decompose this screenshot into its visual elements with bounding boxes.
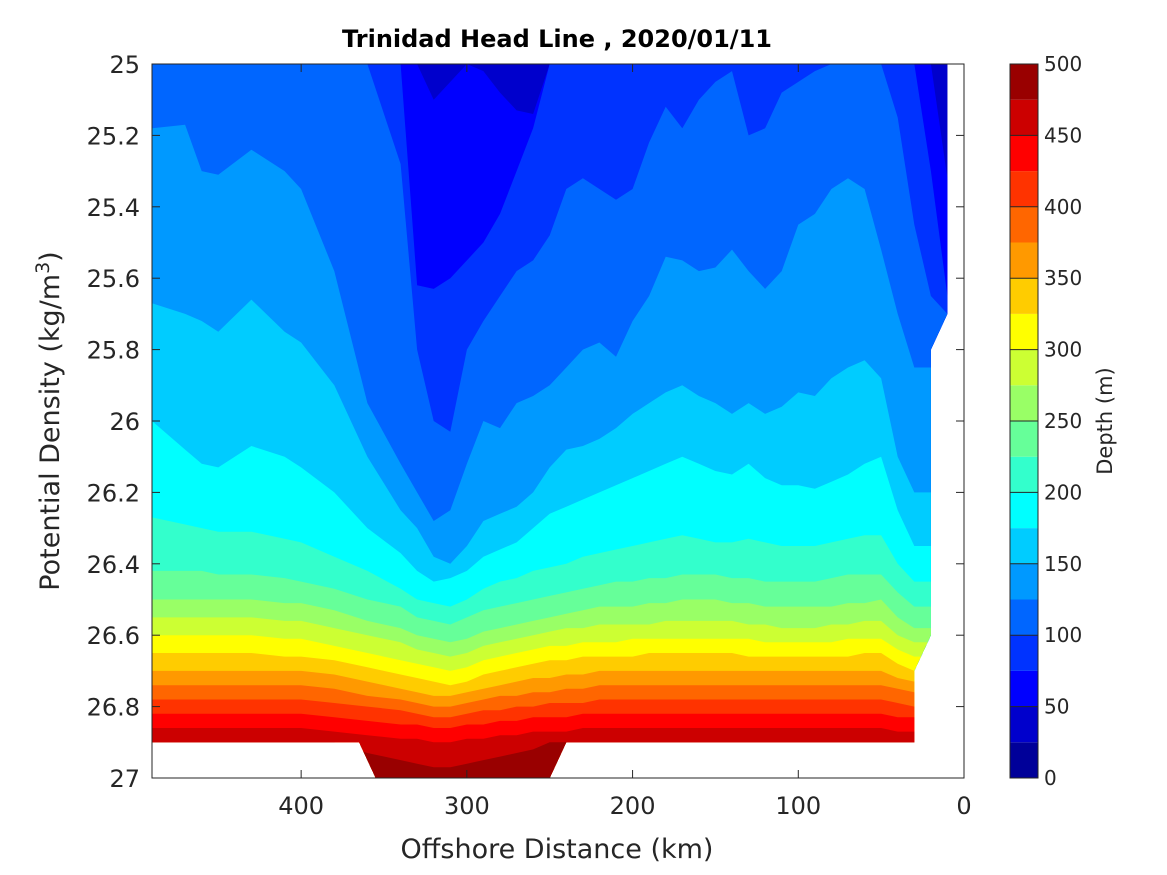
contour-fill <box>152 64 948 778</box>
colorbar-swatch <box>1010 599 1038 636</box>
colorbar-tick-label: 450 <box>1044 123 1082 147</box>
colorbar-tick-label: 200 <box>1044 480 1082 504</box>
y-axis-label-superscript: 3 <box>32 262 54 274</box>
colorbar-swatch <box>1010 99 1038 136</box>
colorbar-swatch <box>1010 528 1038 564</box>
colorbar-tick-label: 500 <box>1044 52 1082 76</box>
y-axis-label: Potential Density (kg/m3) <box>32 251 66 590</box>
colorbar-swatch <box>1010 349 1038 386</box>
colorbar-swatch <box>1010 135 1038 172</box>
y-tick-label: 25.4 <box>87 194 140 222</box>
plot-area <box>151 63 965 779</box>
colorbar-tick-label: 100 <box>1044 623 1082 647</box>
colorbar-swatch <box>1010 456 1038 493</box>
colorbar-tick-label: 350 <box>1044 266 1082 290</box>
colorbar-swatch <box>1010 278 1038 314</box>
y-tick-label: 26 <box>109 408 140 436</box>
colorbar-swatch <box>1010 313 1038 350</box>
colorbar-swatch <box>1010 421 1038 457</box>
colorbar-label: Depth (m) <box>1093 367 1117 474</box>
colorbar-swatch <box>1010 206 1038 243</box>
colorbar: 0 50 100 150 200 250 300 350 400 450 500 <box>1009 52 1082 790</box>
colorbar-tick-label: 300 <box>1044 338 1082 362</box>
colorbar-swatch <box>1010 64 1038 100</box>
y-tick-label: 26.6 <box>87 622 140 650</box>
colorbar-tick-label: 150 <box>1044 552 1082 576</box>
colorbar-swatch <box>1010 492 1038 529</box>
colorbar-swatch <box>1010 563 1038 600</box>
y-tick-label: 25.8 <box>87 337 140 365</box>
colorbar-swatch <box>1010 706 1038 743</box>
y-tick-label: 27 <box>109 765 140 793</box>
colorbar-swatch <box>1010 242 1038 279</box>
colorbar-swatch <box>1010 171 1038 207</box>
x-tick-label: 400 <box>278 792 324 820</box>
x-axis-label: Offshore Distance (km) <box>401 834 714 865</box>
colorbar-tick-label: 400 <box>1044 195 1082 219</box>
colorbar-tick-label: 50 <box>1044 695 1069 719</box>
x-tick-label: 0 <box>956 792 971 820</box>
y-tick-label: 26.8 <box>87 694 140 722</box>
x-axis: 400 300 200 100 0 <box>278 64 972 820</box>
x-tick-label: 100 <box>775 792 821 820</box>
y-axis-label-suffix: ) <box>35 251 66 262</box>
y-tick-label: 26.4 <box>87 551 140 579</box>
y-tick-label: 26.2 <box>87 479 140 507</box>
x-tick-label: 200 <box>610 792 656 820</box>
colorbar-swatch <box>1010 670 1038 707</box>
colorbar-tick-label: 0 <box>1044 766 1057 790</box>
colorbar-swatch <box>1010 742 1038 778</box>
chart-title: Trinidad Head Line , 2020/01/11 <box>342 25 772 53</box>
y-tick-label: 25.6 <box>87 265 140 293</box>
colorbar-swatch <box>1010 385 1038 421</box>
y-axis: 25 25.2 25.4 25.6 25.8 26 26.2 26.4 26.6 26.8 27 <box>87 51 964 793</box>
y-axis-label-main: Potential Density (kg/m <box>35 274 66 591</box>
y-tick-label: 25 <box>109 51 140 79</box>
colorbar-swatch <box>1010 635 1038 671</box>
colorbar-tick-label: 250 <box>1044 409 1082 433</box>
x-tick-label: 300 <box>444 792 490 820</box>
y-tick-label: 25.2 <box>87 122 140 150</box>
